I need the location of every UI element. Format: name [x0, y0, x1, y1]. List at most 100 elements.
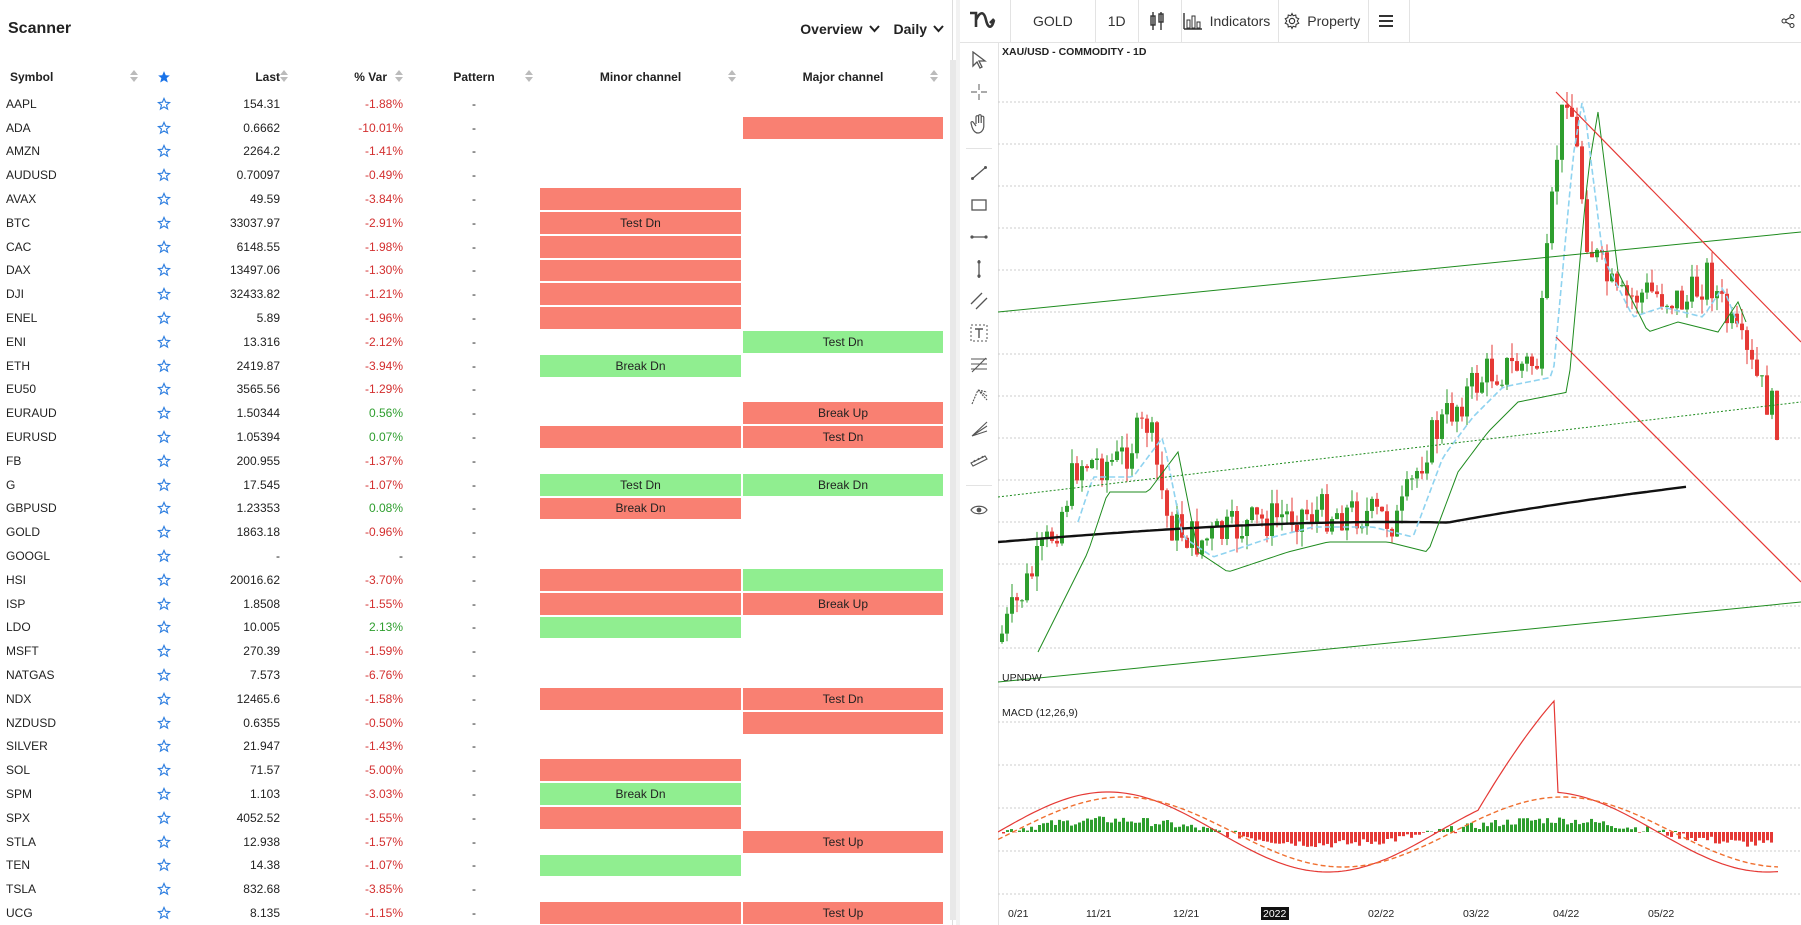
table-row[interactable]: ENI 13.316 -2.12% - Test Dn — [4, 330, 944, 354]
table-row[interactable]: NDX 12465.6 -1.58% - Test Dn — [4, 687, 944, 711]
table-row[interactable]: UCG 8.135 -1.15% - Test Up — [4, 901, 944, 925]
rectangle-tool[interactable] — [960, 189, 998, 221]
favorite-toggle[interactable] — [144, 592, 184, 616]
table-row[interactable]: G 17.545 -1.07% - Test Dn Break Dn — [4, 473, 944, 497]
ruler-tool[interactable] — [960, 445, 998, 477]
table-row[interactable]: GOLD 1863.18 -0.96% - — [4, 520, 944, 544]
favorite-toggle[interactable] — [144, 378, 184, 402]
table-row[interactable]: LDO 10.005 2.13% - — [4, 616, 944, 640]
col-var[interactable]: % Var — [294, 62, 409, 92]
table-row[interactable]: NZDUSD 0.6355 -0.50% - — [4, 711, 944, 735]
favorite-toggle[interactable] — [144, 758, 184, 782]
favorite-toggle[interactable] — [144, 354, 184, 378]
text-tool[interactable] — [960, 317, 998, 349]
table-row[interactable]: AVAX 49.59 -3.84% - — [4, 187, 944, 211]
table-row[interactable]: BTC 33037.97 -2.91% - Test Dn — [4, 211, 944, 235]
pane-splitter[interactable] — [956, 0, 960, 925]
fan-tool[interactable] — [960, 413, 998, 445]
table-row[interactable]: GOOGL - - - — [4, 544, 944, 568]
vline-tool[interactable] — [960, 253, 998, 285]
favorite-toggle[interactable] — [144, 616, 184, 640]
favorite-toggle[interactable] — [144, 497, 184, 521]
table-row[interactable]: ADA 0.6662 -10.01% - — [4, 116, 944, 140]
table-row[interactable]: GBPUSD 1.23353 0.08% - Break Dn — [4, 497, 944, 521]
favorite-toggle[interactable] — [144, 449, 184, 473]
table-row[interactable]: AUDUSD 0.70097 -0.49% - — [4, 163, 944, 187]
table-row[interactable]: NATGAS 7.573 -6.76% - — [4, 663, 944, 687]
timeframe-selector[interactable]: 1D — [1096, 0, 1139, 42]
favorite-toggle[interactable] — [144, 140, 184, 164]
pitchfork-tool[interactable] — [960, 381, 998, 413]
favorite-toggle[interactable] — [144, 901, 184, 925]
table-row[interactable]: CAC 6148.55 -1.98% - — [4, 235, 944, 259]
favorite-toggle[interactable] — [144, 187, 184, 211]
favorite-toggle[interactable] — [144, 568, 184, 592]
favorite-toggle[interactable] — [144, 806, 184, 830]
view-dropdown[interactable]: Overview — [800, 21, 880, 37]
col-last[interactable]: Last — [184, 62, 294, 92]
app-logo-button[interactable] — [960, 0, 1011, 42]
table-scrollbar[interactable] — [950, 60, 956, 920]
trendline-tool[interactable] — [960, 157, 998, 189]
menu-button[interactable] — [1369, 0, 1411, 42]
period-dropdown[interactable]: Daily — [894, 21, 944, 37]
hline-tool[interactable] — [960, 221, 998, 253]
favorite-toggle[interactable] — [144, 687, 184, 711]
table-row[interactable]: EURAUD 1.50344 0.56% - Break Up — [4, 401, 944, 425]
table-row[interactable]: MSFT 270.39 -1.59% - — [4, 639, 944, 663]
pan-tool[interactable] — [960, 108, 998, 140]
table-row[interactable]: AAPL 154.31 -1.88% - — [4, 92, 944, 116]
col-symbol[interactable]: Symbol — [4, 62, 144, 92]
table-row[interactable]: ENEL 5.89 -1.96% - — [4, 306, 944, 330]
cursor-tool[interactable] — [960, 44, 998, 76]
table-row[interactable]: HSI 20016.62 -3.70% - — [4, 568, 944, 592]
table-row[interactable]: ETH 2419.87 -3.94% - Break Dn — [4, 354, 944, 378]
favorite-toggle[interactable] — [144, 92, 184, 116]
table-row[interactable]: SPX 4052.52 -1.55% - — [4, 806, 944, 830]
table-row[interactable]: TSLA 832.68 -3.85% - — [4, 877, 944, 901]
visibility-toggle[interactable] — [960, 494, 998, 526]
favorite-toggle[interactable] — [144, 877, 184, 901]
favorite-toggle[interactable] — [144, 282, 184, 306]
table-row[interactable]: SILVER 21.947 -1.43% - — [4, 735, 944, 759]
indicators-button[interactable]: Indicators — [1182, 0, 1280, 42]
property-button[interactable]: Property — [1279, 0, 1370, 42]
favorite-toggle[interactable] — [144, 639, 184, 663]
favorite-toggle[interactable] — [144, 211, 184, 235]
table-row[interactable]: TEN 14.38 -1.07% - — [4, 854, 944, 878]
chart-area[interactable]: 0/21 11/21 12/21 2022 02/22 03/22 04/22 05/22 X… — [998, 42, 1801, 925]
table-row[interactable]: EU50 3565.56 -1.29% - — [4, 378, 944, 402]
favorite-toggle[interactable] — [144, 520, 184, 544]
table-row[interactable]: SOL 71.57 -5.00% - — [4, 758, 944, 782]
table-row[interactable]: ISP 1.8508 -1.55% - Break Up — [4, 592, 944, 616]
table-row[interactable]: EURUSD 1.05394 0.07% - Test Dn — [4, 425, 944, 449]
favorite-toggle[interactable] — [144, 116, 184, 140]
favorite-toggle[interactable] — [144, 711, 184, 735]
favorite-toggle[interactable] — [144, 473, 184, 497]
chart-type-button[interactable] — [1139, 0, 1182, 42]
table-row[interactable]: STLA 12.938 -1.57% - Test Up — [4, 830, 944, 854]
table-row[interactable]: AMZN 2264.2 -1.41% - — [4, 140, 944, 164]
col-favorite[interactable] — [144, 62, 184, 92]
col-minor-channel[interactable]: Minor channel — [539, 62, 742, 92]
favorite-toggle[interactable] — [144, 782, 184, 806]
symbol-selector[interactable]: GOLD — [1011, 0, 1096, 42]
table-row[interactable]: SPM 1.103 -3.03% - Break Dn — [4, 782, 944, 806]
favorite-toggle[interactable] — [144, 235, 184, 259]
favorite-toggle[interactable] — [144, 259, 184, 283]
crosshair-tool[interactable] — [960, 76, 998, 108]
favorite-toggle[interactable] — [144, 544, 184, 568]
favorite-toggle[interactable] — [144, 854, 184, 878]
share-button[interactable] — [1781, 0, 1801, 42]
col-pattern[interactable]: Pattern — [409, 62, 539, 92]
favorite-toggle[interactable] — [144, 306, 184, 330]
favorite-toggle[interactable] — [144, 735, 184, 759]
favorite-toggle[interactable] — [144, 425, 184, 449]
table-row[interactable]: FB 200.955 -1.37% - — [4, 449, 944, 473]
table-row[interactable]: DAX 13497.06 -1.30% - — [4, 259, 944, 283]
favorite-toggle[interactable] — [144, 830, 184, 854]
favorite-toggle[interactable] — [144, 163, 184, 187]
channel-tool[interactable] — [960, 285, 998, 317]
table-row[interactable]: DJI 32433.82 -1.21% - — [4, 282, 944, 306]
col-major-channel[interactable]: Major channel — [742, 62, 944, 92]
